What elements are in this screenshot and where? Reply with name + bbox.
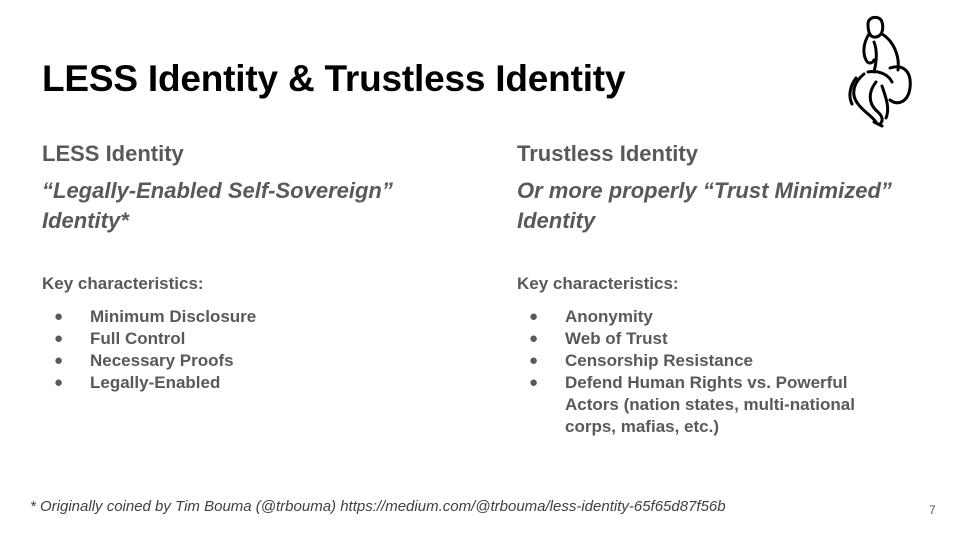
left-column: LESS Identity “Legally-Enabled Self-Sove… bbox=[42, 140, 442, 460]
left-column-heading: LESS Identity bbox=[42, 141, 184, 166]
list-item: ● Censorship Resistance bbox=[529, 351, 754, 370]
thinker-statue-icon bbox=[848, 15, 912, 128]
slide-title: LESS Identity & Trustless Identity bbox=[42, 58, 626, 99]
right-key-characteristics-label: Key characteristics: bbox=[517, 274, 679, 293]
bullet-icon: ● bbox=[529, 352, 539, 369]
right-column: Trustless Identity Or more properly “Tru… bbox=[517, 140, 917, 460]
bullet-icon: ● bbox=[54, 308, 64, 325]
bullet-icon: ● bbox=[529, 308, 539, 325]
bullet-icon: ● bbox=[529, 374, 539, 391]
bullet-icon: ● bbox=[54, 352, 64, 369]
list-item: ● Web of Trust bbox=[529, 329, 668, 348]
right-column-heading: Trustless Identity bbox=[517, 141, 698, 166]
list-item: ● Anonymity bbox=[529, 307, 653, 326]
bullet-icon: ● bbox=[529, 330, 539, 347]
bullet-icon: ● bbox=[54, 330, 64, 347]
right-bullet-list: ● Anonymity ● Web of Trust ● Censorship Res… bbox=[517, 306, 857, 438]
left-bullet-list: ● Minimum Disclosure ● Full Control ● Neces… bbox=[42, 306, 422, 394]
bullet-icon: ● bbox=[54, 374, 64, 391]
page-number: 7 bbox=[929, 503, 936, 517]
list-item: ● Defend Human Rights vs. Powerful Actors… bbox=[529, 373, 855, 436]
list-item: ● Legally-Enabled bbox=[54, 373, 221, 392]
footnote: * Originally coined by Tim Bouma (@trbou… bbox=[30, 498, 726, 515]
left-key-characteristics-label: Key characteristics: bbox=[42, 274, 204, 293]
list-item: ● Necessary Proofs bbox=[54, 351, 234, 370]
right-column-subtitle: Or more properly “Trust Minimized” Ident… bbox=[517, 178, 892, 233]
left-column-subtitle: “Legally-Enabled Self-Sovereign” Identit… bbox=[42, 178, 393, 233]
list-item: ● Minimum Disclosure bbox=[54, 307, 257, 326]
list-item: ● Full Control bbox=[54, 329, 186, 348]
